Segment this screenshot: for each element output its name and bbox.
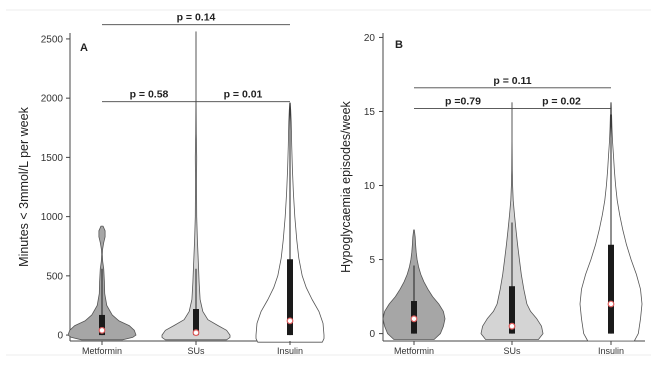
iqr-box-sus [193,309,199,336]
y-tick-label: 1000 [41,212,64,223]
median-point-insulin [607,300,615,308]
x-tick-label: Metformin [394,346,434,356]
iqr-box-metformin [99,314,105,336]
x-tick-label: Insulin [277,346,303,356]
x-tick-label: SUs [503,346,521,356]
panel-b: 0 5 10 15 20 Hypoglycaemia episodes/week B Metf… [339,33,645,356]
iqr-box-insulin [608,244,614,334]
y-tick-label: 20 [364,33,376,44]
p-value-label: p = 0.02 [542,96,581,108]
y-tick-label: 2500 [41,34,64,45]
median-point-sus [192,329,200,337]
y-tick-label: 500 [46,271,63,282]
y-tick-label: 0 [57,331,63,342]
y-tick-label: 1500 [41,153,64,164]
p-value-label: p = 0.11 [493,75,531,87]
iqr-box-insulin [287,259,293,336]
y-axis-label: Minutes < 3mmol/L per week [17,106,31,266]
median-point-insulin [286,317,294,325]
x-tick-label: SUs [187,346,205,356]
y-tick-label: 0 [369,329,375,340]
y-tick-label: 2000 [41,94,64,105]
y-tick-label: 10 [364,181,376,192]
median-point-metformin [410,315,418,323]
panel-label: A [80,42,88,54]
x-tick-label: Metformin [82,346,122,356]
p-value-label: p =0.79 [445,96,481,108]
p-value-label: p = 0.14 [177,12,216,24]
panel-label: B [395,39,403,51]
x-tick-label: Insulin [598,346,624,356]
iqr-box-sus [509,286,515,334]
p-value-label: p = 0.01 [224,89,263,101]
violin-sus [161,31,231,341]
median-point-sus [508,322,516,330]
y-axis-label: Hypoglycaemia episodes/week [339,100,353,272]
violin-sus [480,102,544,340]
y-tick-label: 15 [364,107,376,118]
median-point-metformin [98,326,106,334]
y-tick-label: 5 [369,255,375,266]
panel-a: 0 500 1000 1500 2000 2500 Minutes < 3mmol/L pe… [17,12,325,356]
p-value-label: p = 0.58 [130,89,169,101]
